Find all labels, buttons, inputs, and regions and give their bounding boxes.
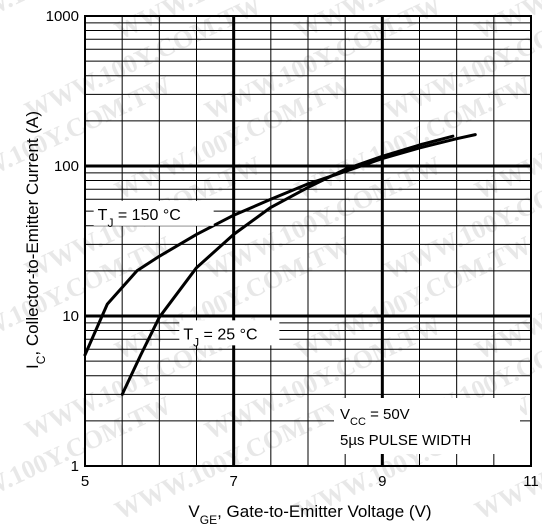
y-tick-label-2: 100 bbox=[54, 158, 79, 175]
series-label-1: TJ = 25 °C bbox=[179, 320, 280, 349]
annotation-box bbox=[334, 398, 520, 454]
series-line-1 bbox=[120, 134, 455, 396]
series-line-0 bbox=[83, 133, 477, 357]
grid-layer bbox=[85, 16, 531, 466]
y-axis-title: IC, Collector-to-Emitter Current (A) bbox=[23, 111, 48, 369]
x-tick-label-2: 9 bbox=[378, 473, 386, 490]
x-tick-label-0: 5 bbox=[81, 473, 89, 490]
series-label-text-0: TJ = 150 °C bbox=[98, 207, 181, 230]
x-tick-label-3: 11 bbox=[523, 473, 539, 490]
plot-frame bbox=[84, 15, 532, 467]
series-label-0: TJ = 150 °C bbox=[93, 200, 214, 230]
x-axis-title: VGE, Gate-to-Emitter Voltage (V) bbox=[188, 502, 431, 527]
y-tick-label-3: 1000 bbox=[46, 8, 79, 25]
y-tick-label-0: 1 bbox=[71, 458, 79, 475]
series-label-bg-0 bbox=[93, 200, 214, 226]
series-layer bbox=[83, 133, 477, 396]
annotation-line-1: VCC = 50V bbox=[340, 406, 410, 428]
y-tick-label-1: 10 bbox=[62, 308, 79, 325]
condition-annotation: VCC = 50V 5µs PULSE WIDTH bbox=[334, 398, 520, 454]
label-layer: TJ = 150 °C TJ = 25 °C bbox=[93, 200, 280, 349]
annotation-line-2: 5µs PULSE WIDTH bbox=[340, 432, 471, 449]
series-label-text-1: TJ = 25 °C bbox=[183, 326, 257, 349]
x-tick-label-1: 7 bbox=[229, 473, 237, 490]
series-label-bg-1 bbox=[179, 320, 280, 346]
